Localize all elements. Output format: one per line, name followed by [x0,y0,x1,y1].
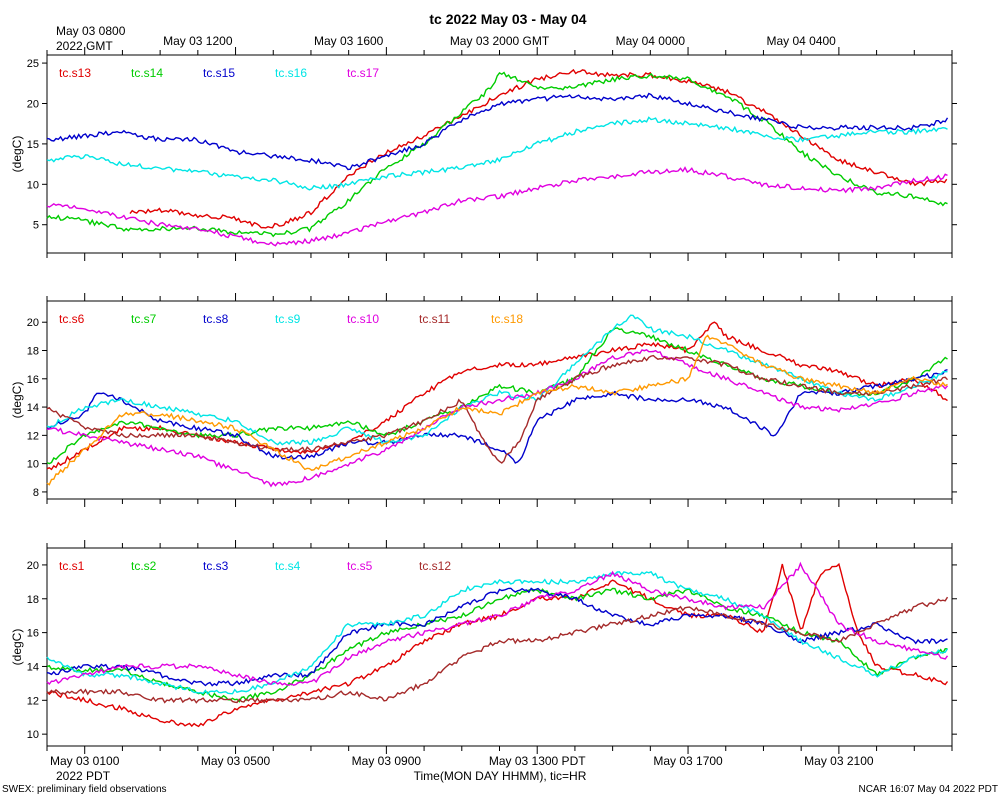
top-axis-tick-label: May 03 1600 [314,34,384,48]
y-tick-label: 20 [27,560,39,572]
legend-tc-s13: tc.s13 [59,66,91,80]
legend-tc-s6: tc.s6 [59,312,85,326]
footer-right: NCAR 16:07 May 04 2022 PDT [858,784,998,795]
legend-tc-s5: tc.s5 [347,559,373,573]
y-tick-label: 16 [27,374,39,386]
legend-tc-s15: tc.s15 [203,66,235,80]
legend-tc-s17: tc.s17 [347,66,379,80]
legend-tc-s2: tc.s2 [131,559,157,573]
y-tick-label: 18 [27,346,39,358]
legend-tc-s12: tc.s12 [419,559,451,573]
panel-3-ylabel: (degC) [10,629,24,666]
y-tick-label: 14 [27,402,39,414]
series-line-tc-s4 [46,570,949,695]
legend-tc-s4: tc.s4 [275,559,301,573]
series-line-tc-s9 [46,314,948,446]
x-axis-label: Time(MON DAY HHMM), tic=HR [414,769,587,783]
bottom-axis-ticks: May 03 0100 May 03 0500 May 03 0900 May 03 … [50,754,874,768]
series-line-tc-s16 [46,116,948,191]
bottom-axis-tick-label: May 03 0100 [50,754,120,768]
legend-tc-s10: tc.s10 [347,312,379,326]
series-line-tc-s17 [46,166,948,247]
bottom-axis-tick-label: May 03 2100 [804,754,874,768]
y-tick-label: 10 [27,729,39,741]
series-line-tc-s5 [46,561,949,686]
panel-3-legend: tc.s1 tc.s2 tc.s3 tc.s4 tc.s5 tc.s12 [59,559,451,573]
series-line-tc-s12 [46,596,949,704]
panel-2-ticks: 8 10 12 14 16 18 20 [27,293,957,507]
series-line-tc-s11 [46,354,949,464]
bottom-axis-tick-label: May 03 0900 [352,754,422,768]
y-tick-label: 10 [27,459,39,471]
chart-title: tc 2022 May 03 - May 04 [429,11,586,27]
series-line-tc-s8 [47,369,948,464]
top-axis-start-label: May 03 0800 [56,24,126,38]
top-axis-year-label: 2022 GMT [56,39,113,53]
panel-3: (degC) 10 12 14 16 18 20 tc.s1 tc.s2 tc.s3 tc.s4… [10,540,957,754]
y-tick-label: 8 [33,487,39,499]
y-tick-label: 15 [27,139,39,151]
top-axis-tick-label: May 04 0400 [766,34,836,48]
panel-2-lines [46,314,949,488]
panel-3-ticks: 10 12 14 16 18 20 [27,540,957,754]
panel-2-legend: tc.s6 tc.s7 tc.s8 tc.s9 tc.s10 tc.s11 tc.s18 [59,312,523,326]
legend-tc-s8: tc.s8 [203,312,229,326]
bottom-axis-year-label: 2022 PDT [56,769,111,783]
y-tick-label: 20 [27,98,39,110]
panel-1-frame [46,54,953,254]
y-tick-label: 12 [27,430,39,442]
panel-1-ylabel: (degC) [10,136,24,173]
panel-1-lines [46,68,949,247]
legend-tc-s14: tc.s14 [131,66,163,80]
series-line-tc-s2 [46,587,948,703]
panel-1-legend: tc.s13 tc.s14 tc.s15 tc.s16 tc.s17 [59,66,379,80]
panel-3-lines [46,561,949,728]
top-axis-ticks: May 03 1200 May 03 1600 May 03 2000 GMT May… [163,34,836,48]
top-axis-tick-label: May 03 2000 GMT [450,34,550,48]
y-tick-label: 14 [27,661,39,673]
y-tick-label: 5 [33,220,39,232]
series-line-tc-s13 [129,68,948,229]
legend-tc-s3: tc.s3 [203,559,229,573]
series-line-tc-s18 [46,334,948,486]
series-line-tc-s10 [46,348,949,488]
footer-left: SWEX: preliminary field observations [2,784,167,795]
legend-tc-s1: tc.s1 [59,559,85,573]
bottom-axis-tick-label: May 03 1700 [653,754,723,768]
legend-tc-s16: tc.s16 [275,66,307,80]
y-tick-label: 16 [27,628,39,640]
y-tick-label: 12 [27,695,39,707]
panel-2-ylabel: (degC) [10,382,24,419]
top-axis-tick-label: May 03 1200 [163,34,233,48]
bottom-axis-tick-label: May 03 1300 PDT [489,754,586,768]
top-axis-tick-label: May 04 0000 [616,34,686,48]
y-tick-label: 18 [27,594,39,606]
y-tick-label: 10 [27,179,39,191]
panel-1-ticks: 5 10 15 20 25 [27,47,957,261]
legend-tc-s9: tc.s9 [275,312,301,326]
series-line-tc-s15 [46,92,949,171]
legend-tc-s7: tc.s7 [131,312,157,326]
legend-tc-s11: tc.s11 [419,312,450,326]
y-tick-label: 25 [27,58,39,70]
y-tick-label: 20 [27,317,39,329]
bottom-axis-tick-label: May 03 0500 [201,754,271,768]
legend-tc-s18: tc.s18 [491,312,523,326]
